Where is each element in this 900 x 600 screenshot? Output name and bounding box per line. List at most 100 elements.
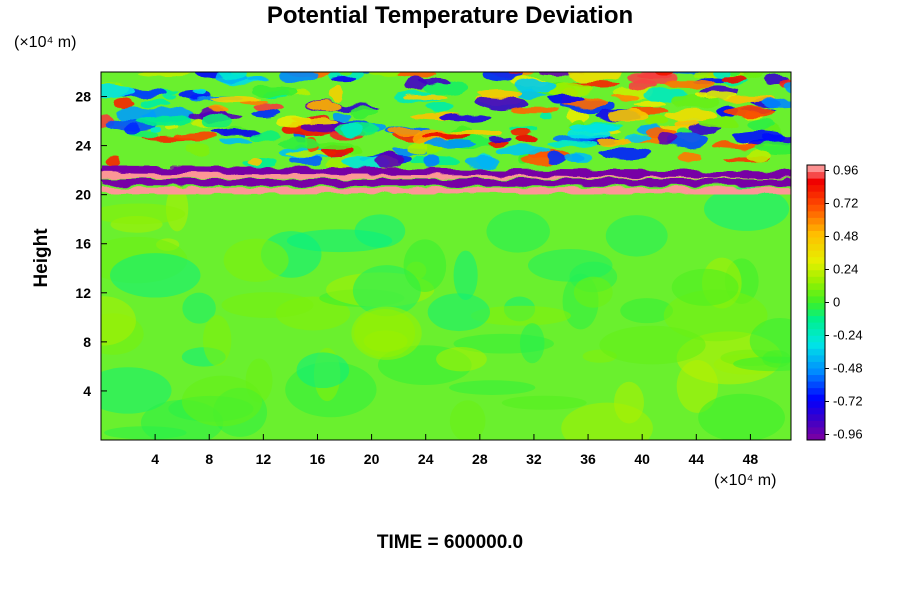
colorbar-tick-label: -0.72 — [833, 394, 863, 409]
wave-cell — [546, 141, 598, 148]
wave-cell — [330, 86, 343, 101]
x-tick-label: 20 — [364, 451, 380, 467]
wave-cell — [514, 79, 557, 93]
colorbar-segment — [807, 197, 825, 205]
wave-cell — [341, 123, 364, 137]
wave-cell — [124, 122, 140, 136]
y-tick-label: 28 — [75, 89, 91, 105]
field-patch — [110, 253, 201, 298]
field-patch — [101, 203, 186, 225]
x-tick-label: 16 — [310, 451, 326, 467]
wave-cell — [762, 98, 791, 107]
colorbar-tick-label: -0.96 — [833, 427, 863, 442]
wave-cell — [397, 72, 438, 78]
field-patch — [470, 305, 572, 326]
wave-cell — [783, 81, 791, 95]
colorbar-segment — [807, 256, 825, 264]
shear-bands — [101, 165, 791, 195]
wave-cell — [729, 72, 743, 77]
wave-cell — [704, 91, 737, 100]
field-patch — [101, 296, 136, 346]
wave-cell — [450, 128, 501, 137]
colorbar-segment — [807, 413, 825, 421]
field-patch — [351, 306, 422, 360]
colorbar-segment — [807, 400, 825, 408]
wave-cell — [546, 82, 594, 97]
field-patch — [519, 323, 545, 364]
colorbar-segment — [807, 276, 825, 284]
colorbar-segment — [807, 263, 825, 271]
wave-cell — [401, 93, 449, 101]
wave-cell — [135, 115, 191, 127]
field-patch — [749, 318, 791, 364]
field-patch — [614, 381, 644, 424]
x-tick-label: 4 — [151, 451, 159, 467]
colorbar-segment — [807, 223, 825, 231]
colorbar-segment — [807, 354, 825, 362]
wave-cell — [565, 72, 622, 82]
colorbar-segment — [807, 237, 825, 245]
field-patch — [703, 186, 790, 231]
colorbar: 0.96 0.72 0.48 0.24 0 -0.24 -0.48 -0.72 -0.96 — [806, 163, 863, 442]
colorbar-segment — [807, 367, 825, 376]
wave-cell — [498, 145, 552, 155]
field-patch — [354, 214, 406, 248]
x-axis-unit: (×10⁴ m) — [714, 472, 777, 489]
colorbar-tick-label: 0.72 — [833, 196, 858, 211]
colorbar-segment — [807, 171, 825, 179]
wave-cell — [724, 105, 776, 118]
wave-cell — [678, 151, 701, 162]
x-tick-label: 44 — [689, 451, 705, 467]
colorbar-segment — [807, 387, 825, 395]
wave-cell — [665, 132, 708, 148]
x-tick-label: 48 — [743, 451, 759, 467]
field-patch — [296, 352, 350, 389]
wave-cell — [610, 95, 640, 101]
plot-frame — [100, 71, 792, 441]
wave-cell — [161, 93, 177, 100]
field-patch — [427, 293, 490, 332]
wave-cell — [564, 153, 583, 162]
field-patch — [436, 347, 487, 372]
wave-cell — [387, 126, 421, 136]
wave-cell — [202, 113, 232, 128]
field-patch — [671, 268, 739, 306]
wave-cell — [644, 115, 668, 125]
y-tick-label: 16 — [75, 236, 91, 252]
wave-cell — [424, 153, 440, 169]
wave-cell — [547, 150, 567, 165]
upper-wave-field — [101, 72, 791, 171]
colorbar-segment — [807, 381, 825, 389]
lower-field-patches — [101, 185, 791, 440]
wave-cell — [693, 91, 708, 98]
wave-cell — [193, 89, 208, 96]
field-patch — [449, 400, 486, 440]
colorbar-segment — [807, 315, 825, 323]
field-patch — [573, 276, 613, 308]
colorbar-segment — [807, 243, 825, 251]
y-tick-label: 24 — [75, 138, 91, 154]
wave-cell — [514, 134, 538, 144]
shear-band — [101, 187, 791, 195]
colorbar-segment — [807, 178, 825, 186]
wave-cell — [670, 94, 719, 108]
y-axis-unit: (×10⁴ m) — [14, 34, 77, 51]
x-tick-label: 8 — [205, 451, 213, 467]
y-tick-label: 8 — [83, 334, 91, 350]
field-patch — [223, 238, 289, 282]
colorbar-segment — [807, 361, 825, 369]
colorbar-segment — [807, 348, 825, 356]
wave-cell — [308, 100, 342, 112]
wave-cell — [600, 148, 651, 159]
wave-cell — [421, 133, 471, 140]
x-tick-label: 32 — [526, 451, 542, 467]
colorbar-segment — [807, 341, 825, 349]
colorbar-tick-label: 0.48 — [833, 229, 858, 244]
colorbar-segment — [807, 309, 825, 317]
field-patch — [202, 315, 232, 366]
wave-cell — [280, 72, 318, 82]
wave-cell — [474, 96, 529, 111]
field-patch — [453, 250, 478, 300]
colorbar-segment — [807, 165, 825, 173]
wave-cell — [438, 113, 492, 122]
